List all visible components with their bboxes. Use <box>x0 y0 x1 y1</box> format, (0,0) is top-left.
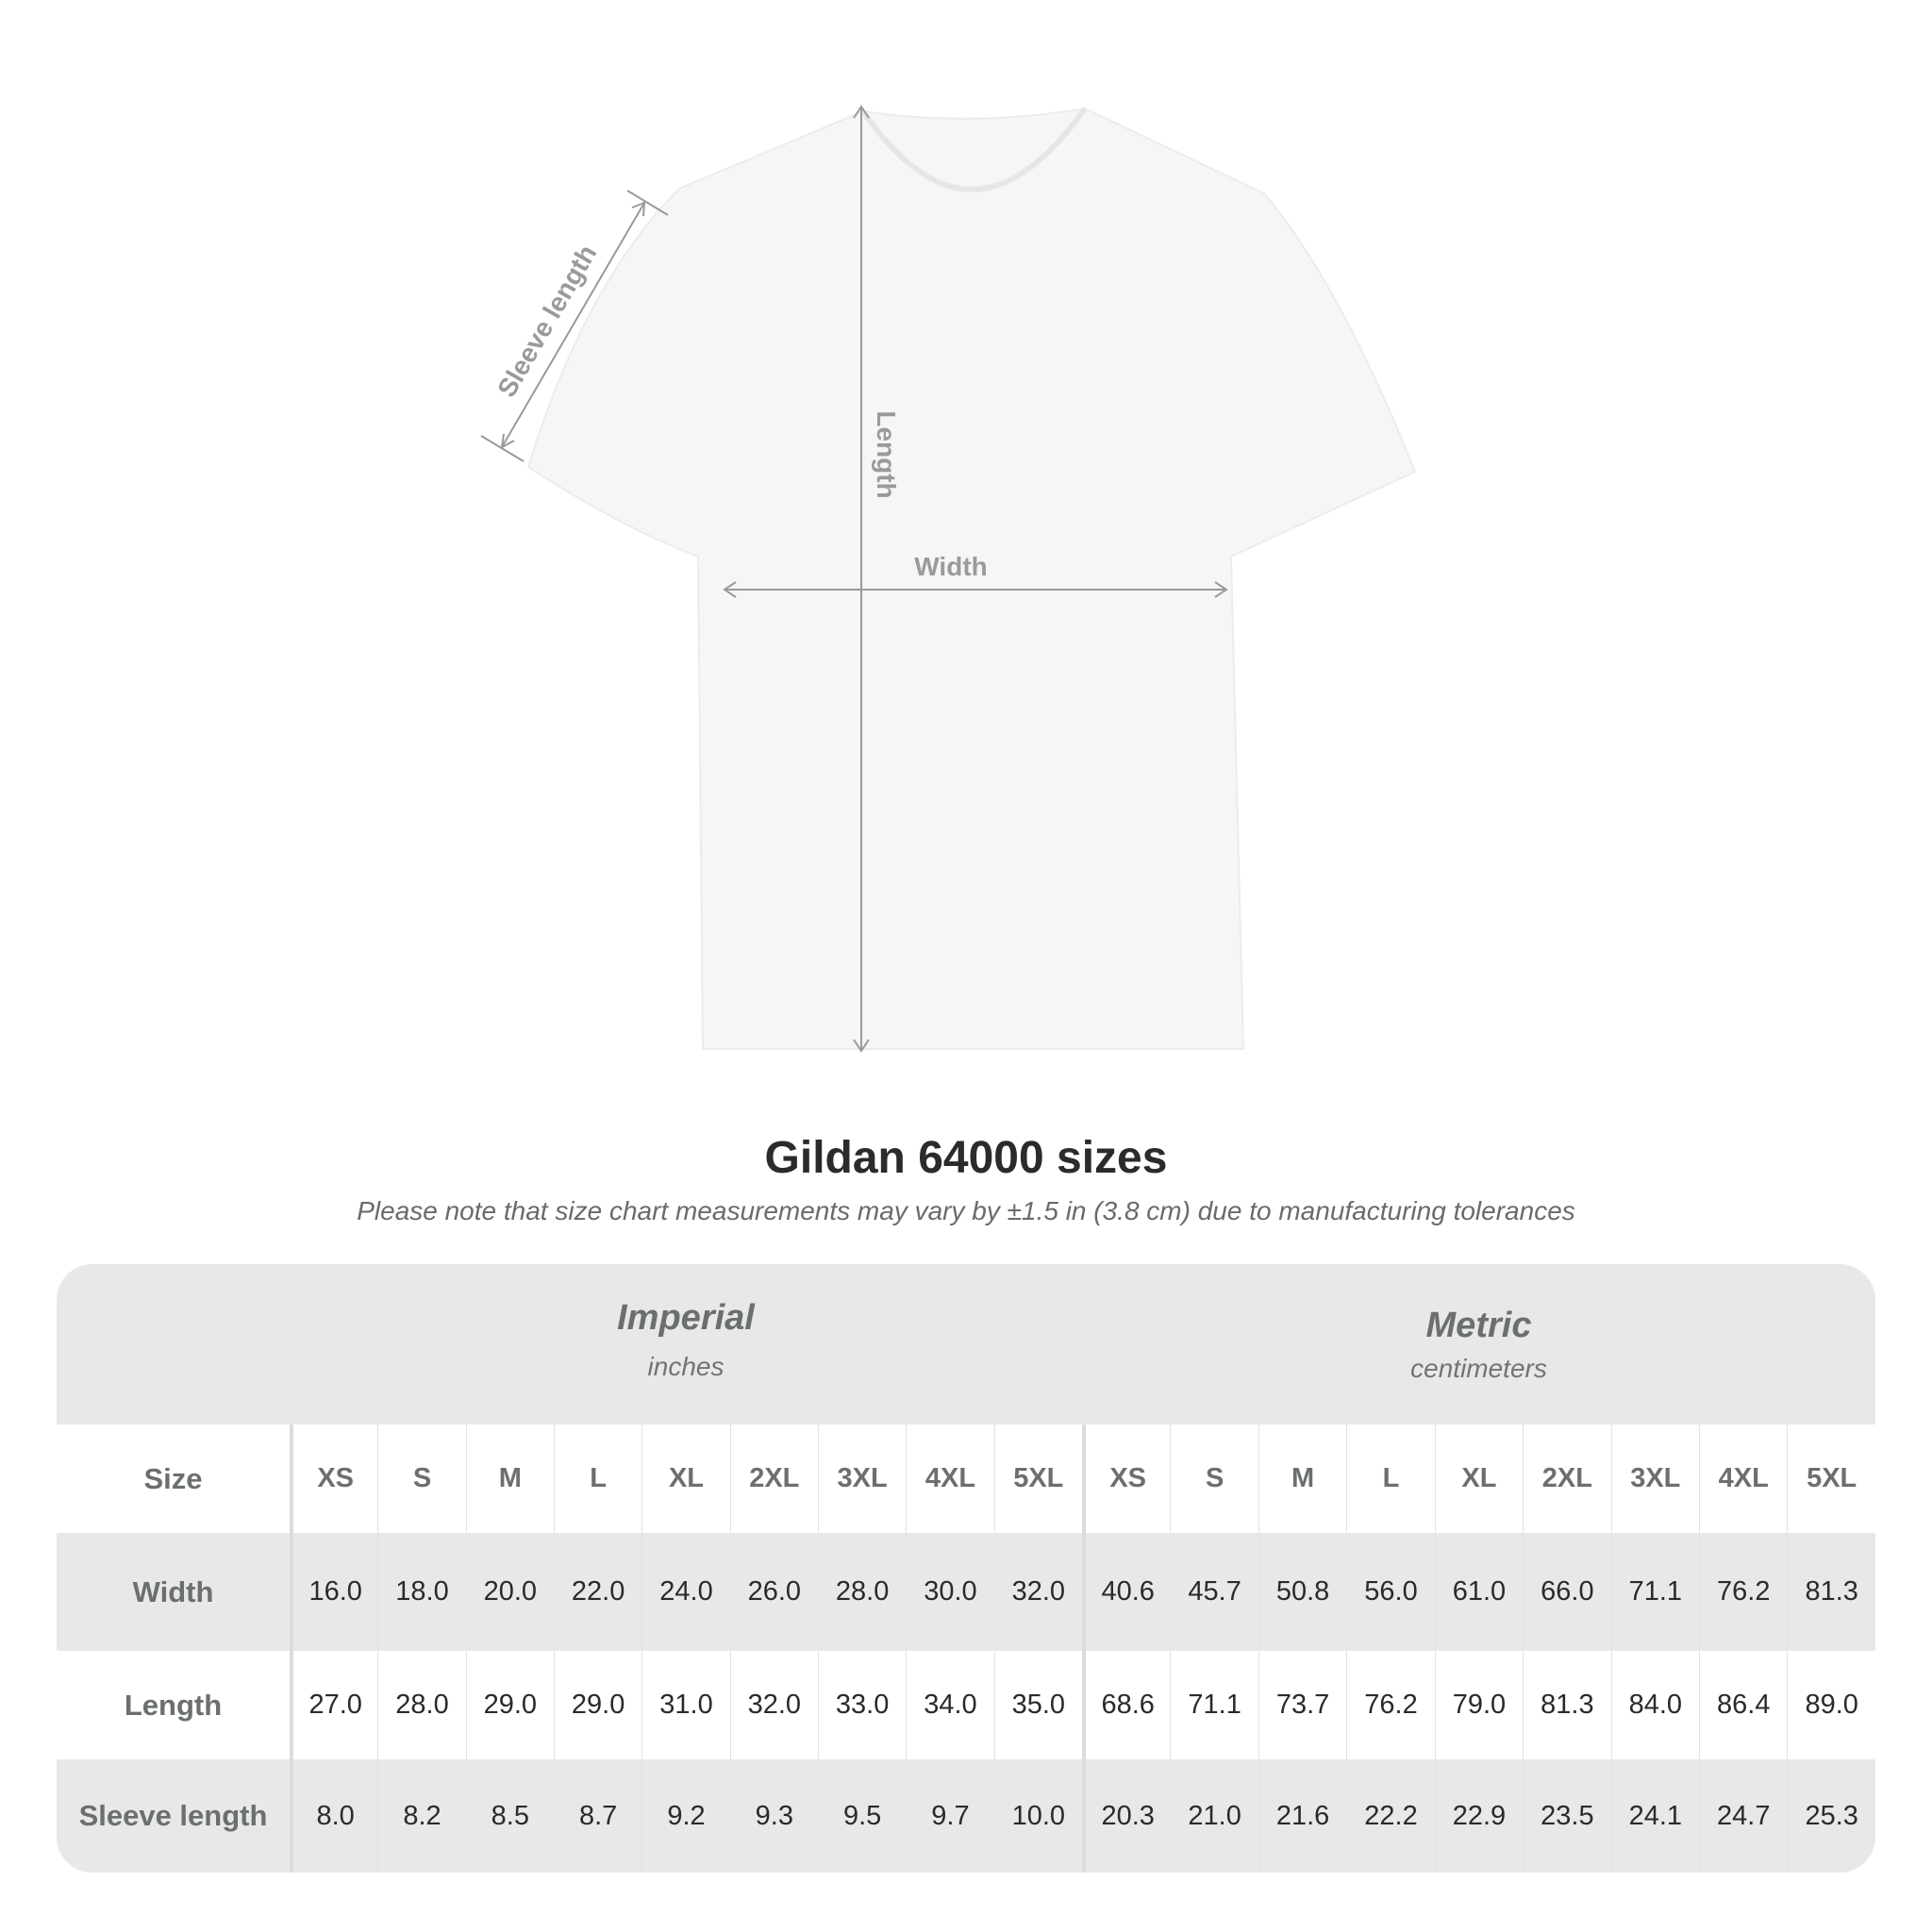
imperial-label: Imperial <box>617 1298 755 1338</box>
size-header-cell: 4XL <box>1699 1424 1787 1533</box>
size-header-cell: 2XL <box>1523 1424 1610 1533</box>
size-header-cell: S <box>1170 1424 1257 1533</box>
table-cell: 9.3 <box>729 1759 818 1873</box>
table-cell: 89.0 <box>1787 1651 1874 1759</box>
size-header-cell: 2XL <box>729 1424 818 1533</box>
table-cell: 29.0 <box>553 1651 641 1759</box>
table-cell: 21.0 <box>1170 1759 1257 1873</box>
size-header-cell: 5XL <box>993 1424 1082 1533</box>
size-header-cell: XS <box>290 1424 377 1533</box>
metric-unit: centimeters <box>1410 1354 1547 1383</box>
table-row: Length 27.0 28.0 29.0 29.0 31.0 32.0 33.0 34.0 35… <box>57 1651 1875 1759</box>
size-header-cell: M <box>1257 1424 1346 1533</box>
table-cell: 29.0 <box>465 1651 554 1759</box>
table-cell: 34.0 <box>906 1651 993 1759</box>
page-title: Gildan 64000 sizes <box>764 1133 1168 1183</box>
size-table: Imperial inches Metric centimeters Size X… <box>57 1264 1875 1873</box>
table-cell: 8.7 <box>553 1759 641 1873</box>
table-cell: 28.0 <box>817 1533 906 1651</box>
table-cell: 66.0 <box>1523 1533 1610 1651</box>
table-cell: 28.0 <box>377 1651 465 1759</box>
table-cell: 8.5 <box>465 1759 554 1873</box>
size-header-cell: XL <box>1434 1424 1523 1533</box>
imperial-unit: inches <box>647 1352 724 1381</box>
table-cell: 86.4 <box>1699 1651 1787 1759</box>
size-header-cell: XL <box>641 1424 729 1533</box>
table-cell: 76.2 <box>1346 1651 1434 1759</box>
table-cell: 84.0 <box>1610 1651 1699 1759</box>
table-cell: 33.0 <box>817 1651 906 1759</box>
table-cell: 81.3 <box>1787 1533 1874 1651</box>
sleeve-arrow <box>501 202 645 448</box>
table-cell: 31.0 <box>641 1651 729 1759</box>
row-label: Size <box>143 1461 203 1495</box>
table-cell: 24.0 <box>641 1533 729 1651</box>
row-label: Length <box>124 1688 223 1722</box>
tolerance-note: Please note that size chart measurements… <box>357 1196 1575 1225</box>
table-cell: 32.0 <box>993 1533 1082 1651</box>
table-cell: 24.7 <box>1699 1759 1787 1873</box>
table-row: Width 16.0 18.0 20.0 22.0 24.0 26.0 28.0 30.0 32.… <box>57 1533 1875 1651</box>
collar <box>860 107 1088 192</box>
table-cell: 20.3 <box>1081 1759 1170 1873</box>
size-header-cell: L <box>1346 1424 1434 1533</box>
table-cell: 68.6 <box>1081 1651 1170 1759</box>
imperial-header: Imperial inches <box>290 1264 1082 1424</box>
metric-label: Metric <box>1425 1306 1532 1345</box>
table-cell: 71.1 <box>1170 1651 1257 1759</box>
table-cell: 40.6 <box>1081 1533 1170 1651</box>
size-header-cell: 4XL <box>906 1424 993 1533</box>
table-cell: 76.2 <box>1699 1533 1787 1651</box>
size-header-cell: 3XL <box>817 1424 906 1533</box>
tshirt-shape <box>526 107 1417 1050</box>
table-cell: 9.7 <box>906 1759 993 1873</box>
table-cell: 8.0 <box>290 1759 377 1873</box>
table-cell: 22.2 <box>1346 1759 1434 1873</box>
row-label: Width <box>132 1574 214 1608</box>
metric-header: Metric centimeters <box>1082 1264 1875 1424</box>
table-cell: 30.0 <box>906 1533 993 1651</box>
table-cell: 45.7 <box>1170 1533 1257 1651</box>
size-header-cell: L <box>553 1424 641 1533</box>
size-header-cell: S <box>377 1424 465 1533</box>
table-cell: 56.0 <box>1346 1533 1434 1651</box>
table-cell: 61.0 <box>1434 1533 1523 1651</box>
table-cell: 71.1 <box>1610 1533 1699 1651</box>
table-cell: 73.7 <box>1257 1651 1346 1759</box>
table-cell: 18.0 <box>377 1533 465 1651</box>
size-header-cell: 5XL <box>1787 1424 1874 1533</box>
table-cell: 22.0 <box>553 1533 641 1651</box>
size-header-cell: M <box>465 1424 554 1533</box>
size-header-row: Size XS S M L XL 2XL 3XL 4XL 5XL XS S M L XL 2XL 3XL 4XL 5… <box>57 1424 1875 1533</box>
table-cell: 81.3 <box>1523 1651 1610 1759</box>
table-cell: 22.9 <box>1434 1759 1523 1873</box>
table-cell: 10.0 <box>993 1759 1082 1873</box>
table-cell: 27.0 <box>290 1651 377 1759</box>
table-cell: 9.2 <box>641 1759 729 1873</box>
table-cell: 25.3 <box>1787 1759 1874 1873</box>
table-cell: 32.0 <box>729 1651 818 1759</box>
table-cell: 50.8 <box>1257 1533 1346 1651</box>
table-cell: 23.5 <box>1523 1759 1610 1873</box>
length-label: Length <box>872 410 901 498</box>
width-label: Width <box>914 552 988 581</box>
size-header-cell: 3XL <box>1610 1424 1699 1533</box>
table-cell: 8.2 <box>377 1759 465 1873</box>
table-cell: 26.0 <box>729 1533 818 1651</box>
table-cell: 24.1 <box>1610 1759 1699 1873</box>
table-cell: 16.0 <box>290 1533 377 1651</box>
size-header-cell: XS <box>1081 1424 1170 1533</box>
table-cell: 35.0 <box>993 1651 1082 1759</box>
tshirt-diagram: Width Length Sleeve length <box>480 105 1417 1053</box>
table-cell: 20.0 <box>465 1533 554 1651</box>
table-row: Sleeve length 8.0 8.2 8.5 8.7 9.2 9.3 9.5 9.7 10.… <box>57 1759 1875 1873</box>
table-cell: 9.5 <box>817 1759 906 1873</box>
row-label: Sleeve length <box>78 1799 268 1832</box>
table-cell: 21.6 <box>1257 1759 1346 1873</box>
table-cell: 79.0 <box>1434 1651 1523 1759</box>
